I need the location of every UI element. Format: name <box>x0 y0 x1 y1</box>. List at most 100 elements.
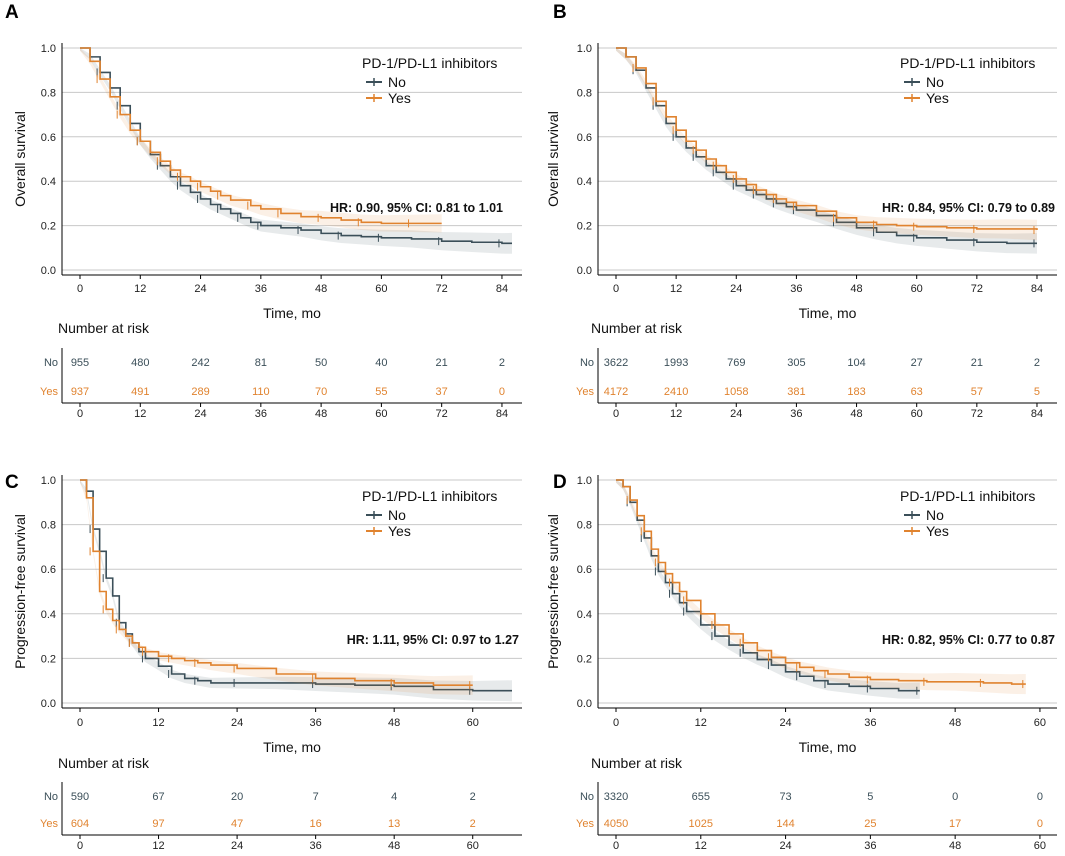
x-tick-label: 0 <box>613 717 619 729</box>
risk-x-tick-label: 60 <box>911 408 923 420</box>
risk-value-no: 67 <box>152 791 164 803</box>
y-tick-label: 0.4 <box>577 609 592 621</box>
risk-table-title: Number at risk <box>591 755 683 771</box>
y-tick-label: 0.0 <box>41 698 56 710</box>
ci-band-yes <box>616 48 1037 241</box>
risk-value-yes: 63 <box>911 386 923 398</box>
legend-label-yes: Yes <box>388 523 411 539</box>
risk-value-no: 480 <box>131 357 149 369</box>
risk-x-tick-label: 12 <box>695 840 707 852</box>
y-tick-label: 1.0 <box>41 475 56 487</box>
x-axis-title: Time, mo <box>263 739 321 755</box>
y-tick-label: 0.0 <box>577 698 592 710</box>
x-tick-label: 0 <box>77 717 83 729</box>
risk-value-no: 769 <box>727 357 745 369</box>
risk-x-tick-label: 24 <box>231 840 243 852</box>
risk-x-tick-label: 12 <box>134 408 146 420</box>
risk-value-yes: 289 <box>191 386 209 398</box>
y-tick-label: 0.2 <box>577 221 592 233</box>
x-tick-label: 36 <box>255 283 267 295</box>
risk-value-yes: 4050 <box>604 818 628 830</box>
x-tick-label: 12 <box>134 283 146 295</box>
risk-value-yes: 2410 <box>664 386 688 398</box>
x-tick-label: 36 <box>864 717 876 729</box>
panel-label: D <box>553 472 567 493</box>
hr-annotation: HR: 0.84, 95% CI: 0.79 to 0.89 <box>882 201 1055 215</box>
risk-x-tick-label: 0 <box>613 840 619 852</box>
risk-row-label-no: No <box>580 791 594 803</box>
risk-value-no: 73 <box>779 791 791 803</box>
panel-label: C <box>5 472 19 493</box>
panel-label: A <box>5 2 19 23</box>
x-tick-label: 48 <box>388 717 400 729</box>
ci-band-yes <box>616 480 1026 695</box>
ci-band-no <box>80 480 512 702</box>
risk-value-yes: 17 <box>949 818 961 830</box>
risk-value-no: 50 <box>315 357 327 369</box>
y-tick-label: 1.0 <box>577 43 592 55</box>
risk-x-tick-label: 12 <box>152 840 164 852</box>
risk-value-no: 305 <box>787 357 805 369</box>
risk-value-yes: 1025 <box>689 818 713 830</box>
x-tick-label: 0 <box>613 283 619 295</box>
x-tick-label: 24 <box>231 717 243 729</box>
risk-x-tick-label: 84 <box>1031 408 1043 420</box>
ci-band-yes <box>80 480 473 695</box>
y-tick-label: 0.8 <box>41 520 56 532</box>
risk-value-no: 2 <box>499 357 505 369</box>
y-tick-label: 0.4 <box>41 176 56 188</box>
risk-x-tick-label: 24 <box>779 840 791 852</box>
risk-value-yes: 144 <box>776 818 794 830</box>
risk-value-yes: 604 <box>71 818 89 830</box>
risk-value-no: 40 <box>375 357 387 369</box>
risk-value-yes: 183 <box>847 386 865 398</box>
y-tick-label: 0.6 <box>41 132 56 144</box>
y-tick-label: 0.6 <box>577 564 592 576</box>
risk-x-tick-label: 0 <box>613 408 619 420</box>
risk-x-tick-label: 84 <box>496 408 508 420</box>
risk-value-yes: 16 <box>310 818 322 830</box>
hr-annotation: HR: 0.82, 95% CI: 0.77 to 0.87 <box>882 633 1055 647</box>
risk-value-yes: 0 <box>1037 818 1043 830</box>
risk-row-label-no: No <box>580 357 594 369</box>
x-tick-label: 24 <box>779 717 791 729</box>
risk-x-tick-label: 36 <box>790 408 802 420</box>
x-tick-label: 60 <box>467 717 479 729</box>
risk-value-yes: 70 <box>315 386 327 398</box>
y-axis-title: Progression-free survival <box>12 514 28 669</box>
ci-band-no <box>616 48 1037 254</box>
risk-x-tick-label: 72 <box>971 408 983 420</box>
hr-annotation: HR: 1.11, 95% CI: 0.97 to 1.27 <box>347 633 519 647</box>
y-tick-label: 0.0 <box>41 265 56 277</box>
y-axis-title: Overall survival <box>12 111 28 207</box>
x-tick-label: 60 <box>375 283 387 295</box>
risk-row-label-yes: Yes <box>576 818 594 830</box>
km-curve-yes <box>616 479 1026 685</box>
legend-label-no: No <box>388 74 406 90</box>
y-tick-label: 1.0 <box>41 43 56 55</box>
risk-x-tick-label: 36 <box>255 408 267 420</box>
risk-table-title: Number at risk <box>591 320 683 336</box>
risk-value-no: 21 <box>436 357 448 369</box>
legend-label-no: No <box>926 507 944 523</box>
x-tick-label: 24 <box>730 283 742 295</box>
x-tick-label: 36 <box>310 717 322 729</box>
risk-value-yes: 110 <box>252 386 270 398</box>
risk-value-no: 4 <box>391 791 397 803</box>
risk-value-yes: 1058 <box>724 386 748 398</box>
legend-title: PD-1/PD-L1 inhibitors <box>362 55 497 71</box>
km-curve-yes <box>616 47 1038 231</box>
risk-value-no: 590 <box>71 791 89 803</box>
legend-label-yes: Yes <box>926 90 949 106</box>
x-tick-label: 72 <box>436 283 448 295</box>
risk-x-tick-label: 72 <box>436 408 448 420</box>
risk-x-tick-label: 24 <box>194 408 206 420</box>
y-tick-label: 0.4 <box>41 609 56 621</box>
risk-table-title: Number at risk <box>58 320 150 336</box>
risk-row-label-yes: Yes <box>40 818 58 830</box>
risk-value-no: 242 <box>191 357 209 369</box>
risk-value-no: 104 <box>847 357 865 369</box>
risk-value-no: 0 <box>952 791 958 803</box>
